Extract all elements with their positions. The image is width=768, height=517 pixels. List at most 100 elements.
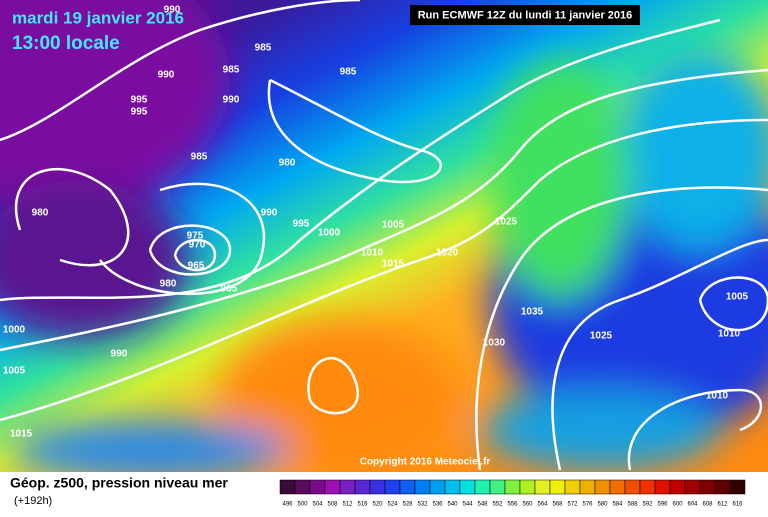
scale-label: 576 xyxy=(582,502,593,508)
scale-cell xyxy=(474,479,491,495)
scale-label: 580 xyxy=(597,502,608,508)
scale-label: 564 xyxy=(537,502,548,508)
isobar-label: 975 xyxy=(187,231,204,242)
scale-cell xyxy=(324,479,341,495)
scale-cell xyxy=(639,479,656,495)
scale-cell xyxy=(309,479,326,495)
isobar-label: 980 xyxy=(279,158,296,169)
isobar-label: 985 xyxy=(191,152,208,163)
scale-label: 544 xyxy=(462,502,473,508)
isobar-label: 1010 xyxy=(706,391,729,402)
scale-label: 560 xyxy=(522,502,533,508)
scale-cell xyxy=(339,479,356,495)
isobar-label: 1000 xyxy=(3,325,26,336)
scale-label: 536 xyxy=(432,502,443,508)
lead-time: (+192h) xyxy=(14,495,52,507)
scale-label: 504 xyxy=(312,502,323,508)
scale-cell xyxy=(399,479,416,495)
isobar-label: 990 xyxy=(261,208,278,219)
scale-cell xyxy=(654,479,671,495)
scale-label: 520 xyxy=(372,502,383,508)
scale-label: 616 xyxy=(732,502,743,508)
scale-cell xyxy=(624,479,641,495)
isobar-label: 985 xyxy=(223,65,240,76)
scale-label: 552 xyxy=(492,502,503,508)
scale-cell xyxy=(414,479,431,495)
scale-label: 528 xyxy=(402,502,413,508)
scale-cell xyxy=(729,479,746,495)
isobar-label: 1015 xyxy=(382,259,405,270)
isobars xyxy=(0,0,768,470)
isobar-label: 1025 xyxy=(590,331,613,342)
scale-label: 612 xyxy=(717,502,728,508)
scale-label: 496 xyxy=(282,502,293,508)
scale-label: 512 xyxy=(342,502,353,508)
isobar-label: 990 xyxy=(164,5,181,16)
isobar-label: 965 xyxy=(188,261,205,272)
isobar-label: 1020 xyxy=(436,248,459,259)
scale-cell xyxy=(489,479,506,495)
run-box xyxy=(410,5,640,25)
scale-cell xyxy=(459,479,476,495)
isobar-label: 980 xyxy=(32,208,49,219)
isobar-label: 1035 xyxy=(521,307,544,318)
scale-label: 584 xyxy=(612,502,623,508)
isobar-label: 995 xyxy=(293,219,310,230)
scale-cell xyxy=(444,479,461,495)
isobar-label: 1005 xyxy=(726,292,749,303)
scale-cell xyxy=(519,479,536,495)
copyright: Copyright 2016 Meteociel.fr xyxy=(360,457,491,468)
isobar-label: 990 xyxy=(111,349,128,360)
isobar-label: 970 xyxy=(189,240,206,251)
isobar-label: 1000 xyxy=(318,228,341,239)
local-time: 13:00 locale xyxy=(12,33,120,54)
scale-cell xyxy=(699,479,716,495)
isobar-label: 990 xyxy=(158,70,175,81)
isobar-label: 1010 xyxy=(718,329,741,340)
isobar-label: 1015 xyxy=(10,429,33,440)
isobar-label: 980 xyxy=(160,279,177,290)
scale-label: 516 xyxy=(357,502,368,508)
scale-cell xyxy=(369,479,386,495)
legend-title: Géop. z500, pression niveau mer xyxy=(10,475,228,491)
isobar-label: 1030 xyxy=(483,338,506,349)
isobar-label: 985 xyxy=(221,284,238,295)
scale-cell xyxy=(294,479,311,495)
isobar-label: 1005 xyxy=(3,366,26,377)
scale-cell xyxy=(504,479,521,495)
scale-label: 556 xyxy=(507,502,518,508)
scale-cell xyxy=(354,479,371,495)
run-info: Run ECMWF 12Z du lundi 11 janvier 2016 xyxy=(418,9,633,21)
scale-cell xyxy=(594,479,611,495)
field-blobs xyxy=(0,0,768,480)
scale-cell xyxy=(534,479,551,495)
scale-label: 600 xyxy=(672,502,683,508)
scale-label: 540 xyxy=(447,502,458,508)
scale-label: 592 xyxy=(642,502,653,508)
scale-cell xyxy=(384,479,401,495)
scale-label: 500 xyxy=(297,502,308,508)
isobar-label: 985 xyxy=(255,43,272,54)
date: mardi 19 janvier 2016 xyxy=(12,8,184,27)
isobar-label: 990 xyxy=(223,95,240,106)
scale-label: 568 xyxy=(552,502,563,508)
scale-label: 588 xyxy=(627,502,638,508)
scale-cell xyxy=(429,479,446,495)
scale-label: 532 xyxy=(417,502,428,508)
isobar-label: 995 xyxy=(131,95,148,106)
scale-label: 548 xyxy=(477,502,488,508)
scale-label: 508 xyxy=(327,502,338,508)
isobar-label: 985 xyxy=(340,67,357,78)
scale-label: 608 xyxy=(702,502,713,508)
scale-cell xyxy=(279,479,296,495)
scale-cell xyxy=(564,479,581,495)
isobar-label: 995 xyxy=(131,107,148,118)
scale-cell xyxy=(684,479,701,495)
scale-cell xyxy=(714,479,731,495)
scale-cell xyxy=(609,479,626,495)
isobar-label: 1010 xyxy=(361,248,384,259)
scale-cell xyxy=(549,479,566,495)
isobar-label: 1005 xyxy=(382,220,405,231)
scale-label: 572 xyxy=(567,502,578,508)
